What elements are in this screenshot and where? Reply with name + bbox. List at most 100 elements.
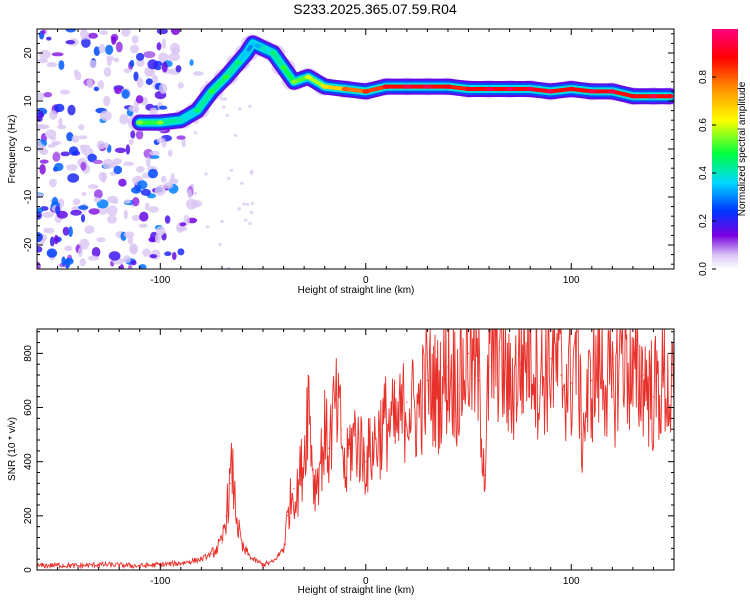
noise-blob — [149, 150, 160, 156]
noise-blob — [175, 65, 182, 73]
noise-blob — [112, 158, 122, 165]
colorbar-tick-label: 0.4 — [698, 166, 709, 180]
noise-blob — [205, 225, 210, 229]
noise-blob — [177, 248, 185, 256]
y-tick-label: 0 — [23, 146, 34, 152]
snr-point — [262, 564, 264, 566]
noise-blob — [89, 59, 97, 69]
noise-blob — [159, 105, 168, 110]
noise-blob — [37, 232, 43, 243]
snr-point — [229, 482, 231, 484]
snr-point — [539, 379, 542, 381]
noise-blob — [92, 159, 103, 165]
ridge-point — [629, 94, 637, 99]
ridge-point — [403, 84, 411, 89]
noise-blob — [158, 52, 169, 63]
noise-blob — [65, 257, 74, 265]
noise-blob — [133, 71, 139, 82]
noise-blob — [147, 67, 156, 77]
noise-blob — [80, 29, 88, 40]
noise-blob — [131, 186, 142, 194]
x-tick-label: 0 — [363, 275, 369, 286]
noise-blob — [54, 162, 64, 172]
colorbar-tick-label: 0.6 — [698, 118, 709, 132]
noise-blob — [130, 130, 136, 139]
spectral-ridge — [131, 35, 674, 131]
noise-blob — [250, 169, 254, 173]
noise-blob — [37, 211, 42, 220]
noise-blob — [54, 103, 65, 113]
snr-point — [56, 564, 59, 566]
noise-blob — [111, 36, 117, 45]
snr-point — [570, 382, 572, 384]
snr-point — [307, 390, 309, 392]
noise-blob — [119, 264, 124, 269]
noise-blob — [148, 237, 156, 243]
snr-point — [287, 515, 289, 517]
colorbar: 0.0 0.2 0.4 0.6 0.8 Normalized spectral ampl… — [698, 29, 748, 276]
noise-blob — [73, 69, 79, 77]
snr-point — [252, 558, 254, 560]
noise-blob — [128, 105, 140, 112]
noise-blob — [94, 189, 103, 199]
noise-blob — [78, 247, 83, 258]
colorbar-gradient — [712, 29, 738, 269]
noise-blob — [105, 44, 114, 55]
snr-point — [320, 461, 322, 463]
snr-point — [642, 374, 644, 376]
y-tick-label: 400 — [23, 453, 34, 470]
snr-point — [344, 480, 346, 482]
snr-point — [663, 379, 665, 381]
noise-blob — [43, 92, 53, 98]
figure-title: S233.2025.365.07.59.R04 — [293, 1, 457, 17]
noise-blob — [91, 247, 101, 258]
noise-blob — [47, 143, 56, 148]
noise-blob — [147, 59, 158, 70]
snr-point — [118, 564, 120, 566]
snr-point — [375, 439, 377, 441]
noise-blob — [149, 107, 158, 116]
snr-point — [180, 562, 182, 564]
noise-blob — [80, 161, 87, 171]
noise-blob — [99, 30, 109, 35]
noise-blob — [70, 209, 82, 216]
snr-point — [550, 358, 552, 360]
noise-blob — [128, 264, 133, 269]
x-tick-label: -100 — [150, 275, 170, 286]
colorbar-label: Normalized spectral amplitude — [737, 81, 748, 216]
ridge-point — [269, 50, 277, 56]
ridge-point — [650, 94, 657, 99]
spectrogram-plot-area — [37, 29, 674, 269]
snr-point — [231, 469, 233, 471]
noise-blob — [86, 78, 94, 89]
noise-blob — [172, 252, 177, 260]
noise-blob — [55, 204, 61, 215]
x-tick-label: 100 — [563, 275, 580, 286]
snr-point — [519, 363, 521, 365]
noise-blob — [112, 199, 119, 205]
ridge-core-segment — [610, 89, 635, 99]
noise-blob — [107, 215, 117, 224]
noise-blob — [40, 148, 49, 155]
noise-blob — [80, 214, 86, 223]
noise-blob — [39, 164, 46, 175]
ridge-point — [465, 86, 472, 92]
noise-blob — [123, 209, 128, 220]
noise-blob — [79, 238, 90, 250]
snr-point — [467, 352, 470, 354]
noise-blob — [164, 251, 172, 256]
noise-blob — [143, 51, 156, 59]
snr-point — [488, 366, 490, 368]
noise-blob — [204, 172, 208, 176]
noise-blob — [242, 202, 246, 206]
noise-blob — [88, 32, 98, 39]
snr-point — [447, 366, 449, 368]
noise-blob — [243, 218, 248, 222]
snr-point — [632, 385, 634, 387]
noise-blob — [108, 251, 121, 261]
noise-blob — [249, 210, 254, 215]
noise-blob — [151, 75, 159, 84]
ridge-point — [526, 86, 534, 92]
ridge-point — [304, 74, 312, 80]
